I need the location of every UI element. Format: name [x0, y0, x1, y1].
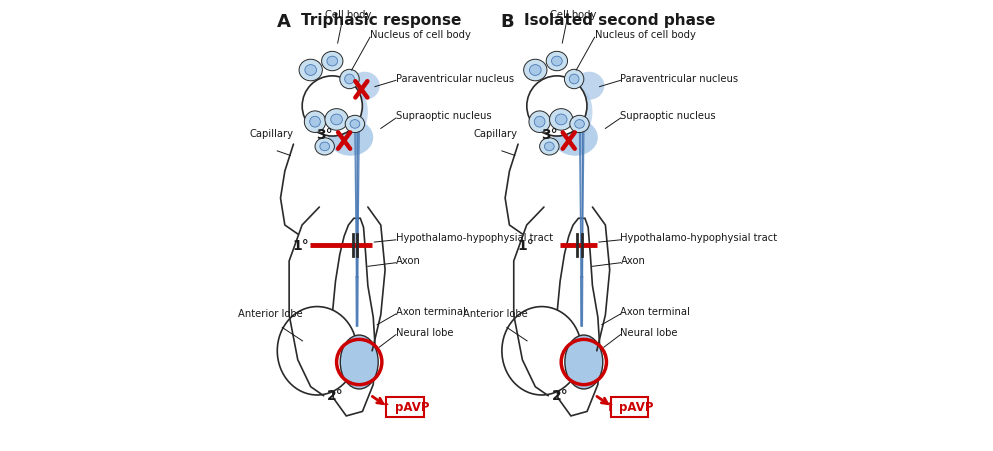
Ellipse shape — [565, 335, 603, 389]
Polygon shape — [554, 219, 600, 416]
Ellipse shape — [546, 52, 568, 72]
Ellipse shape — [341, 335, 378, 389]
Text: ↑ pAVP: ↑ pAVP — [605, 400, 653, 414]
Text: 3°: 3° — [541, 128, 558, 142]
Polygon shape — [330, 219, 375, 416]
Circle shape — [302, 77, 362, 137]
Ellipse shape — [305, 65, 317, 76]
Ellipse shape — [340, 70, 359, 89]
Ellipse shape — [544, 143, 554, 152]
Text: ↑ pAVP: ↑ pAVP — [380, 400, 429, 414]
Ellipse shape — [322, 52, 343, 72]
Ellipse shape — [574, 73, 605, 101]
Text: A: A — [277, 13, 291, 31]
Text: Axon: Axon — [396, 255, 421, 266]
Text: Triphasic response: Triphasic response — [301, 13, 462, 28]
Ellipse shape — [569, 75, 579, 85]
Ellipse shape — [570, 116, 589, 133]
Ellipse shape — [571, 91, 593, 134]
Text: 3°: 3° — [317, 128, 333, 142]
Text: Axon terminal: Axon terminal — [621, 307, 690, 317]
Ellipse shape — [564, 70, 584, 89]
Circle shape — [527, 77, 587, 137]
Text: B: B — [500, 13, 513, 31]
Ellipse shape — [555, 115, 567, 125]
Ellipse shape — [529, 112, 550, 133]
Ellipse shape — [327, 57, 338, 67]
Ellipse shape — [539, 138, 559, 156]
Text: Nucleus of cell body: Nucleus of cell body — [370, 30, 471, 40]
Ellipse shape — [523, 60, 547, 82]
Text: Capillary: Capillary — [474, 129, 518, 138]
Ellipse shape — [304, 112, 326, 133]
Text: Isolated second phase: Isolated second phase — [524, 13, 716, 28]
Ellipse shape — [346, 116, 364, 133]
Ellipse shape — [552, 120, 598, 156]
Ellipse shape — [320, 143, 330, 152]
Ellipse shape — [299, 60, 323, 82]
Text: Capillary: Capillary — [249, 129, 293, 138]
Ellipse shape — [575, 120, 584, 129]
Text: Paraventricular nucleus: Paraventricular nucleus — [396, 74, 514, 83]
Text: Supraoptic nucleus: Supraoptic nucleus — [396, 110, 492, 121]
Text: 2°: 2° — [327, 388, 344, 402]
Text: Hypothalamo-hypophysial tract: Hypothalamo-hypophysial tract — [621, 233, 778, 243]
Ellipse shape — [549, 110, 573, 131]
Ellipse shape — [325, 110, 349, 131]
Text: Nucleus of cell body: Nucleus of cell body — [595, 30, 695, 40]
Text: Cell body: Cell body — [550, 10, 596, 20]
Ellipse shape — [347, 91, 367, 134]
Ellipse shape — [351, 120, 359, 129]
Text: Cell body: Cell body — [326, 10, 371, 20]
Ellipse shape — [328, 120, 373, 156]
Text: Neural lobe: Neural lobe — [396, 327, 454, 337]
Ellipse shape — [331, 115, 343, 125]
Text: Neural lobe: Neural lobe — [621, 327, 678, 337]
Text: 1°: 1° — [293, 239, 310, 253]
Text: Axon: Axon — [621, 255, 645, 266]
Text: Anterior lobe: Anterior lobe — [238, 308, 303, 318]
Ellipse shape — [529, 65, 541, 76]
Ellipse shape — [501, 307, 582, 395]
Text: 1°: 1° — [517, 239, 534, 253]
Ellipse shape — [534, 117, 545, 128]
Ellipse shape — [277, 307, 357, 395]
Text: Supraoptic nucleus: Supraoptic nucleus — [621, 110, 716, 121]
Ellipse shape — [350, 73, 379, 101]
Text: 2°: 2° — [552, 388, 568, 402]
Ellipse shape — [345, 75, 355, 85]
Text: Hypothalamo-hypophysial tract: Hypothalamo-hypophysial tract — [396, 233, 553, 243]
Text: Axon terminal: Axon terminal — [396, 307, 466, 317]
Text: Anterior lobe: Anterior lobe — [463, 308, 528, 318]
Ellipse shape — [310, 117, 321, 128]
Text: Paraventricular nucleus: Paraventricular nucleus — [621, 74, 739, 83]
Ellipse shape — [315, 138, 335, 156]
Ellipse shape — [551, 57, 562, 67]
